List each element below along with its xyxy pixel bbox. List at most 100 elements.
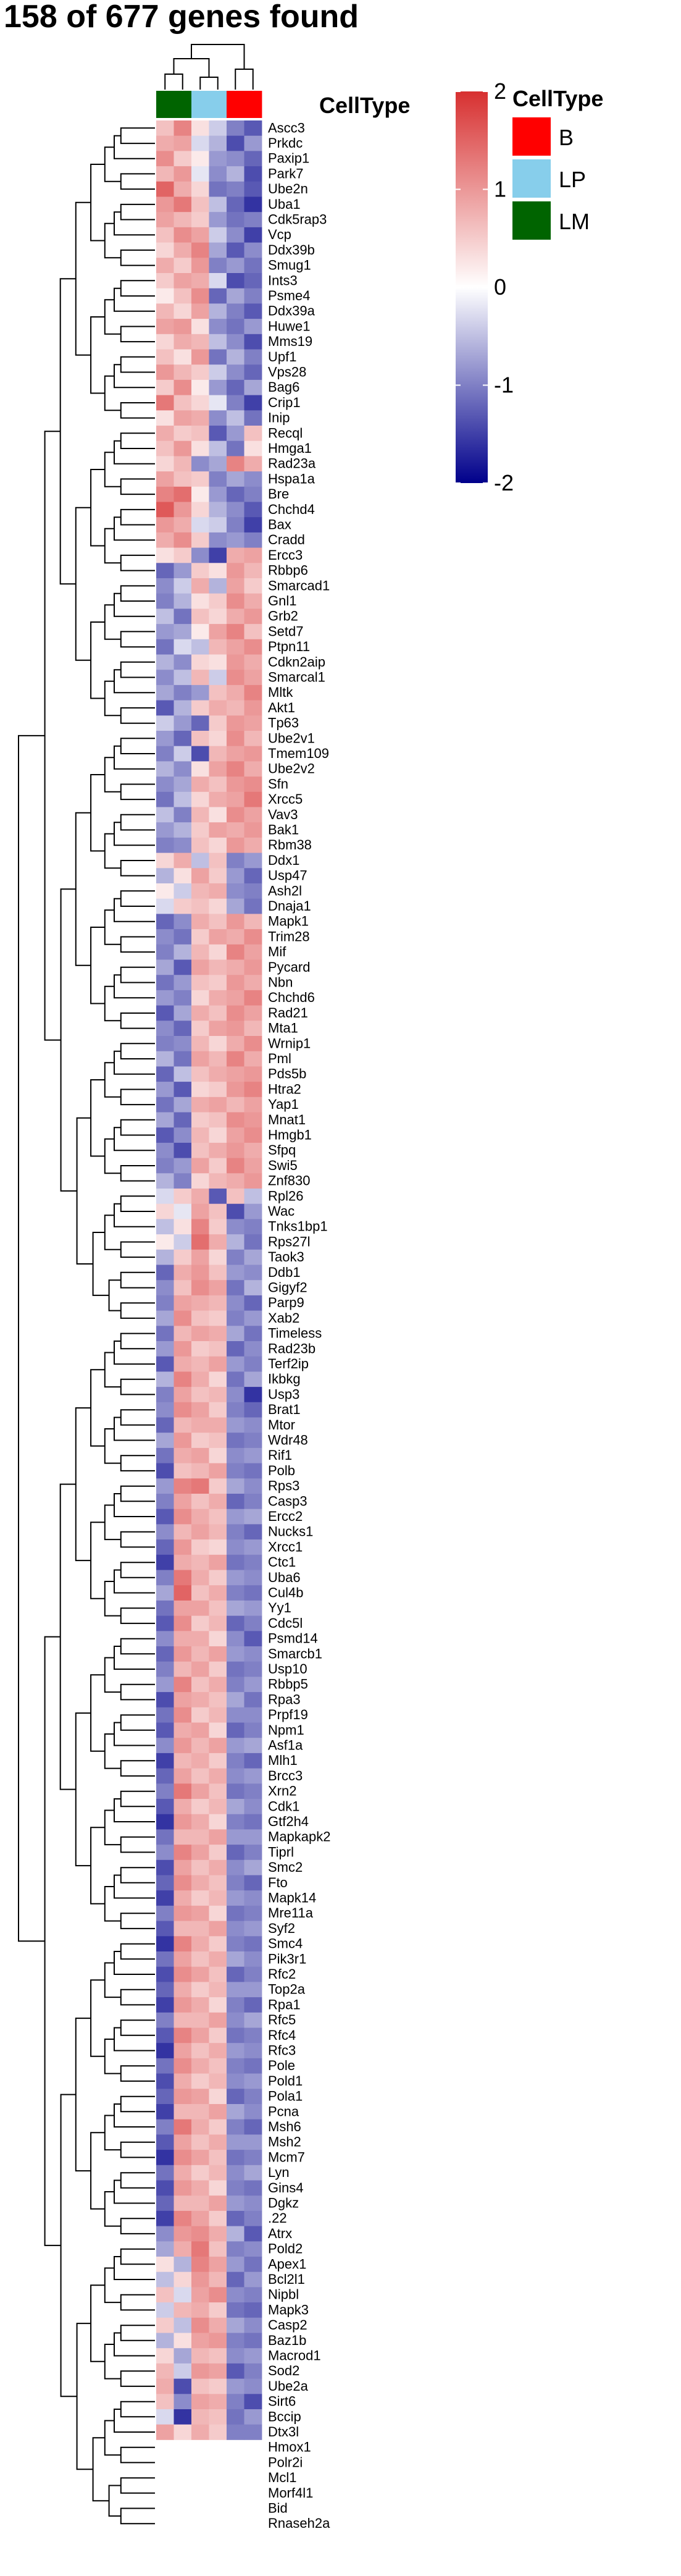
heatmap-cell	[156, 1189, 174, 1205]
gene-label: Pml	[268, 1051, 291, 1066]
dendrogram-branch	[120, 356, 155, 373]
heatmap-cell	[227, 1082, 244, 1098]
heatmap-cell	[173, 440, 192, 457]
heatmap-cell	[191, 1326, 209, 1342]
heatmap-cell	[173, 532, 192, 548]
heatmap-cell	[191, 1768, 209, 1784]
heatmap-cell	[173, 2089, 192, 2105]
heatmap-cell	[191, 258, 209, 274]
celltype-legend: CellType B LP LM	[512, 86, 603, 240]
heatmap-cell	[156, 1783, 174, 1799]
heatmap-cell	[227, 1829, 244, 1845]
heatmap-cell	[209, 1127, 227, 1143]
heatmap-cell	[156, 1539, 174, 1555]
heatmap-cell	[156, 410, 174, 426]
heatmap-cell	[227, 1845, 244, 1861]
dendrogram-branch	[104, 528, 121, 564]
gene-label: Mapk1	[268, 914, 309, 929]
heatmap-cell	[209, 2119, 227, 2135]
heatmap-cell	[244, 1142, 262, 1158]
heatmap-cell	[227, 379, 244, 395]
gene-label: Msh2	[268, 2134, 301, 2150]
heatmap-cell	[191, 227, 209, 243]
dendrogram-branch	[120, 2218, 155, 2234]
heatmap-cell	[227, 761, 244, 777]
heatmap-cell	[227, 654, 244, 670]
dendrogram-branch	[104, 1733, 121, 1769]
dendrogram-branch	[120, 2065, 155, 2082]
heatmap-cell	[156, 120, 174, 137]
heatmap-cell	[244, 639, 262, 655]
heatmap-cell	[173, 1997, 192, 2013]
heatmap-cell	[191, 1402, 209, 1418]
heatmap-cell	[191, 654, 209, 670]
heatmap-cell	[156, 777, 174, 793]
heatmap-cell	[156, 1417, 174, 1433]
heatmap-cell	[227, 2394, 244, 2410]
heatmap-cell	[173, 1539, 192, 1555]
heatmap-cell	[191, 2210, 209, 2226]
heatmap-cell	[191, 684, 209, 701]
heatmap-cell	[244, 1249, 262, 1265]
gene-label: Htra2	[268, 1081, 301, 1096]
heatmap-cell	[156, 1646, 174, 1662]
heatmap-cell	[227, 258, 244, 274]
heatmap-cell	[209, 1859, 227, 1875]
heatmap-cell	[209, 1326, 227, 1342]
heatmap-cell	[173, 1646, 192, 1662]
heatmap-cell	[244, 2165, 262, 2181]
gene-label: Polb	[268, 1463, 295, 1478]
dendrogram-branch	[120, 631, 155, 648]
gene-label: Baz1b	[268, 2333, 306, 2348]
heatmap-cell	[156, 1433, 174, 1449]
heatmap-cell	[191, 2134, 209, 2150]
heatmap-cell	[173, 1005, 192, 1021]
heatmap-cell	[173, 639, 192, 655]
dendrogram-branch	[90, 1369, 105, 1447]
heatmap-cell	[156, 1951, 174, 1968]
heatmap-cell	[191, 1845, 209, 1861]
heatmap-cell	[173, 2348, 192, 2364]
gene-label: Parp9	[268, 1295, 304, 1310]
gene-label: Znf830	[268, 1173, 311, 1189]
heatmap-cell	[173, 2424, 192, 2440]
heatmap-cell	[191, 837, 209, 853]
heatmap-cell	[156, 242, 174, 258]
heatmap-cell	[191, 1005, 209, 1021]
heatmap-cell	[244, 761, 262, 777]
heatmap-cell	[227, 975, 244, 991]
heatmap-cell	[209, 868, 227, 884]
heatmap-cell	[244, 1524, 262, 1540]
heatmap-cell	[191, 1829, 209, 1845]
gene-label: Vav3	[268, 807, 298, 822]
heatmap-cell	[173, 1447, 192, 1463]
heatmap-cell	[209, 715, 227, 731]
heatmap-cell	[173, 1783, 192, 1799]
heatmap-cell	[173, 700, 192, 716]
heatmap-cell	[173, 517, 192, 533]
dendrogram-branch	[120, 249, 155, 266]
heatmap-cell	[209, 837, 227, 853]
heatmap-cell	[209, 2012, 227, 2028]
dendrogram-branch	[120, 2477, 155, 2494]
gene-label: Ptpn11	[268, 639, 310, 654]
gene-labels: Ascc3PrkdcPaxip1Park7Ube2nUba1Cdk5rap3Vc…	[268, 120, 331, 2531]
dendrogram-branch	[120, 1271, 155, 1289]
heatmap-cell	[173, 227, 192, 243]
heatmap-cell	[173, 2226, 192, 2242]
heatmap-cell	[173, 1036, 192, 1052]
heatmap-cell	[209, 196, 227, 213]
heatmap-cell	[191, 2409, 209, 2425]
color-scale-tick-label: 2	[494, 78, 506, 104]
heatmap-cell	[244, 1768, 262, 1784]
heatmap-cell	[173, 181, 192, 197]
heatmap-cell	[156, 2150, 174, 2166]
heatmap-cell	[191, 1814, 209, 1830]
heatmap-cell	[191, 2241, 209, 2257]
heatmap-cell	[191, 822, 209, 838]
gene-label: Bid	[268, 2501, 288, 2516]
gene-label: Ddx39a	[268, 303, 315, 319]
heatmap-cell	[156, 1142, 174, 1158]
gene-label: Crip1	[268, 395, 301, 410]
heatmap-cell	[173, 1890, 192, 1906]
